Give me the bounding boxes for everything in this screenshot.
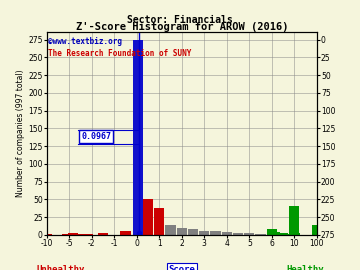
Bar bbox=[275, 234, 285, 235]
Bar bbox=[222, 232, 232, 235]
Bar bbox=[281, 234, 291, 235]
Bar bbox=[188, 229, 198, 235]
Bar bbox=[83, 234, 93, 235]
Y-axis label: Number of companies (997 total): Number of companies (997 total) bbox=[16, 70, 25, 197]
Bar bbox=[287, 234, 297, 235]
Text: Unhealthy: Unhealthy bbox=[36, 265, 85, 270]
Text: Healthy: Healthy bbox=[287, 265, 324, 270]
Bar bbox=[278, 234, 288, 235]
Bar bbox=[98, 234, 108, 235]
Bar bbox=[273, 233, 283, 235]
Bar bbox=[177, 228, 187, 235]
Bar bbox=[143, 199, 153, 235]
Bar bbox=[68, 234, 78, 235]
Bar bbox=[270, 232, 280, 235]
Bar bbox=[166, 225, 176, 235]
Bar bbox=[154, 208, 165, 235]
Bar bbox=[42, 234, 52, 235]
Bar bbox=[267, 228, 277, 235]
Bar bbox=[62, 234, 72, 235]
Bar bbox=[289, 233, 300, 235]
Bar bbox=[133, 39, 143, 235]
Bar bbox=[76, 234, 86, 235]
Text: 0.0967: 0.0967 bbox=[81, 132, 111, 141]
Bar bbox=[233, 233, 243, 235]
Bar bbox=[256, 234, 266, 235]
Text: ©www.textbiz.org: ©www.textbiz.org bbox=[48, 38, 122, 46]
Text: The Research Foundation of SUNY: The Research Foundation of SUNY bbox=[48, 49, 191, 58]
Bar bbox=[312, 225, 322, 235]
Bar bbox=[199, 231, 210, 235]
Bar bbox=[121, 231, 131, 235]
Text: Sector: Financials: Sector: Financials bbox=[127, 15, 233, 25]
Bar bbox=[211, 231, 221, 235]
Bar bbox=[312, 230, 322, 235]
Bar bbox=[289, 207, 300, 235]
Bar bbox=[244, 234, 255, 235]
Text: Score: Score bbox=[168, 265, 195, 270]
Title: Z'-Score Histogram for AROW (2016): Z'-Score Histogram for AROW (2016) bbox=[76, 22, 288, 32]
Bar bbox=[284, 234, 294, 235]
Bar bbox=[42, 234, 52, 235]
